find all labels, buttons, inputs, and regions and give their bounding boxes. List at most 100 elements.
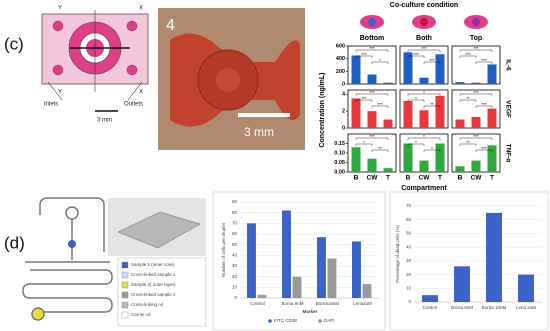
axis-letter: X	[139, 6, 143, 12]
bar	[419, 77, 429, 84]
bar	[292, 276, 302, 298]
bar	[455, 166, 465, 172]
device-schematic	[41, 10, 149, 112]
bar	[403, 100, 413, 128]
significance-bracket	[355, 99, 373, 102]
label: Inlets	[44, 102, 58, 108]
significance-bracket	[407, 143, 425, 146]
legend-swatch	[121, 271, 129, 279]
significance-label: *	[415, 140, 417, 145]
bar	[455, 82, 465, 84]
droplet-schematic	[22, 197, 113, 321]
significance-bracket	[423, 149, 441, 152]
bar	[403, 143, 413, 172]
bar	[487, 145, 497, 172]
bar	[471, 160, 481, 172]
significance-label: **	[466, 140, 470, 145]
y-tick-label: 50	[232, 242, 238, 247]
significance-bracket	[355, 93, 389, 96]
y-tick-label: 40	[406, 244, 412, 249]
y-tick-label: 0.05	[334, 160, 345, 166]
label: Outlets	[124, 102, 143, 108]
x-tick-label: T	[386, 175, 390, 182]
legend-swatch	[121, 301, 129, 309]
significance-label: ***	[429, 58, 435, 63]
bar	[317, 237, 326, 298]
row-label: VEGF	[504, 100, 511, 118]
scale-label: 3 mm	[97, 118, 112, 124]
significance-bracket	[355, 137, 389, 140]
y-tick-label: 30	[406, 258, 412, 263]
significance-label: ***	[377, 102, 383, 107]
y-tick-label: 20	[406, 272, 412, 277]
x-tick-label: CW	[367, 175, 379, 182]
significance-label: ***	[465, 52, 471, 57]
axis-letter: X	[139, 90, 143, 96]
bar	[351, 55, 361, 84]
bar	[435, 143, 445, 172]
significance-bracket	[459, 55, 477, 58]
bar	[455, 119, 465, 128]
y-tick-label: 600	[336, 43, 345, 49]
legend-swatch	[121, 291, 129, 299]
bar	[247, 223, 256, 298]
x-tick-label: T	[490, 175, 494, 182]
y-tick-label: 10	[232, 285, 238, 290]
legend-label: DAPI	[324, 318, 335, 323]
x-tick-label: Lena2uM	[353, 301, 372, 306]
bar	[487, 108, 497, 128]
bar	[362, 284, 372, 298]
legend-label: FITC CD38	[274, 318, 297, 323]
significance-label: ***	[473, 134, 479, 139]
bar	[367, 158, 377, 172]
bar	[454, 266, 470, 302]
significance-bracket	[459, 137, 493, 140]
significance-bracket	[475, 149, 493, 152]
bar	[419, 160, 429, 172]
x-axis-label: Compartment	[401, 185, 447, 192]
bar	[352, 241, 361, 298]
significance-label: *	[423, 90, 425, 95]
y-tick-label: 80	[232, 210, 238, 215]
legend-label: Carrier oil	[131, 312, 151, 317]
bar	[282, 210, 291, 298]
bar	[435, 95, 445, 128]
bar	[422, 295, 438, 302]
y-axis-label: Percentage of dead cells (%)	[395, 225, 400, 283]
significance-bracket	[407, 55, 425, 58]
column-label: Top	[470, 35, 482, 42]
y-tick-label: 0	[234, 295, 237, 300]
y-tick-label: 60	[406, 217, 412, 222]
significance-bracket	[407, 93, 441, 96]
legend-box	[117, 257, 207, 327]
device-photo	[158, 8, 305, 150]
panel-label: (d)	[4, 233, 25, 252]
x-tick-label: B	[458, 175, 463, 182]
legend-label: Sample 1 (inner core)	[131, 262, 175, 267]
y-tick-label: 40	[232, 253, 238, 258]
y-tick-label: 10	[406, 285, 412, 290]
legend-swatch	[121, 311, 129, 319]
x-tick-label: Borna16nM	[316, 301, 340, 306]
y-tick-label: 30	[232, 263, 238, 268]
bar	[471, 117, 481, 128]
x-axis-label: Marker	[303, 309, 318, 314]
bar	[257, 294, 267, 298]
y-tick-label: 200	[336, 69, 345, 75]
y-axis-label: Number of cells per droplet	[221, 222, 226, 277]
bar	[383, 119, 393, 128]
x-tick-label: Lena 2uM	[516, 305, 536, 310]
significance-bracket	[423, 61, 441, 64]
significance-label: *	[379, 58, 381, 63]
significance-label: **	[378, 146, 382, 151]
significance-bracket	[459, 49, 493, 52]
x-tick-label: Borna 8nM	[281, 301, 303, 306]
x-tick-label: Borna 8nM	[451, 305, 473, 310]
significance-label: ***	[369, 134, 375, 139]
y-tick-label: 70	[232, 221, 238, 226]
device-render	[108, 198, 206, 256]
legend-marker	[318, 319, 322, 323]
significance-label: ***	[473, 90, 479, 95]
x-tick-label: CW	[419, 175, 431, 182]
